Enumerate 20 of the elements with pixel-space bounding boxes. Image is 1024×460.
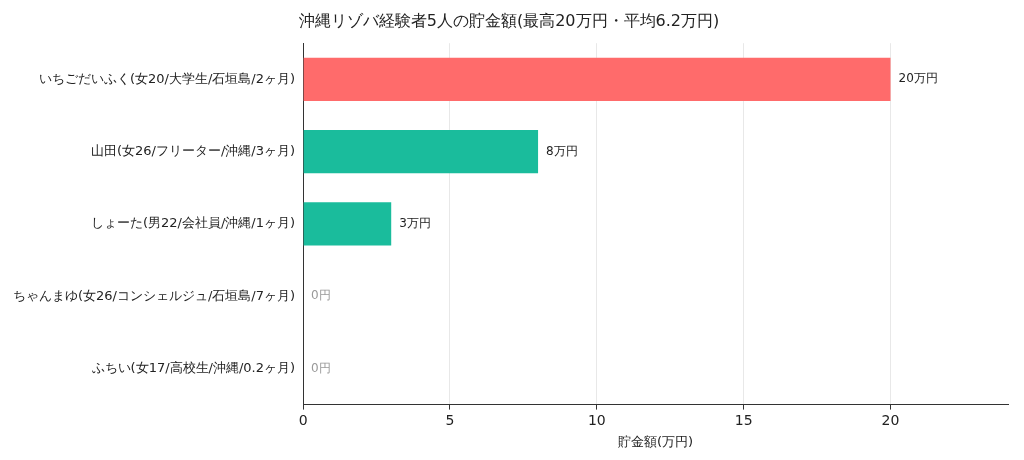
x-tick-label: 0 (298, 411, 308, 428)
y-tick-label: 山田(女26/フリーター/沖縄/3ヶ月) (90, 142, 296, 158)
data-label: 20万円 (898, 71, 938, 86)
data-label: 0円 (311, 360, 331, 375)
y-tick-label: いちごだいふく(女20/大学生/石垣島/2ヶ月) (38, 70, 296, 86)
data-label: 3万円 (399, 216, 431, 231)
x-tick-label: 5 (445, 411, 455, 428)
bar (303, 202, 392, 246)
y-tick-label: ちゃんまゆ(女26/コンシェルジュ/石垣島/7ヶ月) (12, 287, 296, 303)
data-label: 0円 (311, 288, 331, 303)
data-label: 8万円 (546, 143, 578, 158)
x-tick-label: 10 (587, 411, 606, 428)
y-tick-label: しょーた(男22/会社員/沖縄/1ヶ月) (90, 215, 296, 231)
chart-title: 沖縄リゾバ経験者5人の貯金額(最高20万円・平均6.2万円) (298, 10, 720, 30)
x-axis-title: 貯金額(万円) (617, 433, 694, 449)
x-tick-label: 20 (881, 411, 900, 428)
bar (303, 57, 891, 102)
bar (303, 129, 539, 174)
y-tick-label: ふちい(女17/高校生/沖縄/0.2ヶ月) (90, 359, 296, 375)
x-tick-label: 15 (734, 411, 753, 428)
